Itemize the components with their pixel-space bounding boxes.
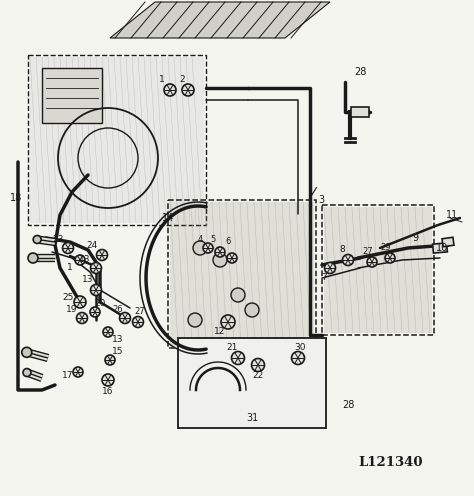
Circle shape	[75, 255, 85, 265]
Bar	[168, 200, 316, 348]
Text: 13: 13	[79, 255, 91, 264]
Text: 22: 22	[252, 371, 264, 379]
Text: 13: 13	[112, 335, 124, 345]
Text: 1: 1	[67, 263, 73, 272]
Text: 26: 26	[113, 306, 123, 314]
Bar	[433, 243, 447, 253]
Text: 19: 19	[66, 306, 78, 314]
Text: 12: 12	[214, 327, 226, 336]
Bar	[42, 68, 102, 123]
Circle shape	[215, 247, 225, 257]
Bar	[178, 338, 326, 428]
Circle shape	[245, 303, 259, 317]
Text: 9: 9	[412, 233, 418, 243]
Bar	[322, 205, 434, 335]
Circle shape	[102, 374, 114, 386]
Text: 15: 15	[112, 348, 124, 357]
Text: 25: 25	[62, 294, 73, 303]
Text: 14: 14	[162, 213, 174, 223]
Text: 2: 2	[179, 75, 185, 84]
Polygon shape	[110, 2, 330, 38]
Text: 28: 28	[354, 67, 366, 77]
Text: 5: 5	[210, 236, 216, 245]
Circle shape	[227, 253, 237, 263]
Circle shape	[133, 316, 144, 327]
Text: 11: 11	[446, 210, 458, 220]
Text: 27: 27	[135, 308, 146, 316]
Text: 30: 30	[294, 344, 306, 353]
Circle shape	[182, 84, 194, 96]
Circle shape	[74, 296, 86, 308]
Circle shape	[231, 288, 245, 302]
Text: 1: 1	[159, 75, 165, 84]
Circle shape	[76, 312, 88, 323]
Text: 13: 13	[82, 275, 94, 285]
Bar	[28, 55, 206, 225]
Bar	[170, 202, 314, 346]
Text: 28: 28	[342, 400, 354, 410]
Circle shape	[22, 347, 32, 357]
Text: 21: 21	[226, 344, 237, 353]
Text: 10: 10	[436, 243, 448, 253]
Bar	[30, 57, 204, 223]
Text: L121340: L121340	[358, 455, 422, 469]
Bar	[351, 107, 369, 117]
Text: 24: 24	[86, 241, 98, 249]
Text: 18: 18	[10, 193, 22, 203]
Circle shape	[91, 262, 101, 273]
Circle shape	[221, 315, 235, 329]
Circle shape	[367, 257, 377, 267]
Circle shape	[385, 253, 395, 263]
Text: 8: 8	[339, 246, 345, 254]
Circle shape	[213, 253, 227, 267]
Text: 7: 7	[321, 273, 327, 283]
Circle shape	[97, 249, 108, 260]
Bar	[324, 207, 432, 333]
Circle shape	[63, 243, 73, 253]
Circle shape	[119, 312, 130, 323]
Text: 31: 31	[246, 413, 258, 423]
Circle shape	[252, 359, 264, 372]
Text: 20: 20	[94, 299, 106, 308]
Circle shape	[73, 367, 83, 377]
Circle shape	[193, 241, 207, 255]
Circle shape	[90, 307, 100, 317]
Circle shape	[203, 243, 213, 253]
Circle shape	[343, 254, 354, 265]
Circle shape	[105, 355, 115, 365]
Text: 29: 29	[381, 244, 391, 252]
Text: 4: 4	[197, 236, 202, 245]
Text: 16: 16	[102, 387, 114, 396]
Circle shape	[91, 285, 101, 296]
Circle shape	[28, 253, 38, 263]
Text: 27: 27	[363, 248, 374, 256]
Circle shape	[103, 327, 113, 337]
Circle shape	[23, 369, 31, 376]
Circle shape	[231, 352, 245, 365]
Circle shape	[164, 84, 176, 96]
Circle shape	[188, 313, 202, 327]
Circle shape	[292, 352, 304, 365]
Text: 6: 6	[225, 238, 231, 247]
Bar	[442, 237, 454, 247]
Text: 23: 23	[52, 236, 64, 245]
Text: 17: 17	[62, 371, 74, 379]
Circle shape	[33, 236, 41, 244]
Text: 3: 3	[318, 195, 324, 205]
Circle shape	[325, 262, 336, 273]
